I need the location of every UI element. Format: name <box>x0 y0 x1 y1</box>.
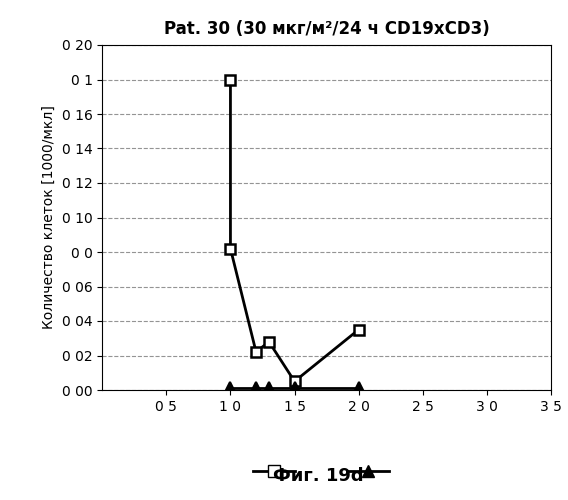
Legend: , : , <box>253 465 400 479</box>
Y-axis label: Количество клеток [1000/мкл]: Количество клеток [1000/мкл] <box>42 106 56 330</box>
Text: Фиг. 19d: Фиг. 19d <box>273 467 364 485</box>
Title: Pat. 30 (30 мкг/м²/24 ч CD19xCD3): Pat. 30 (30 мкг/м²/24 ч CD19xCD3) <box>164 20 490 38</box>
